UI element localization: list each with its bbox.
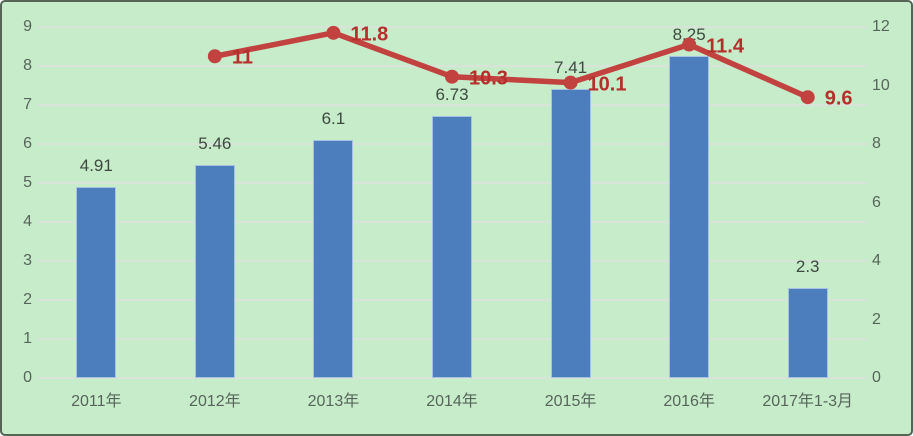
y-axis-left-tick-label: 4	[23, 213, 32, 230]
y-axis-left-tick-label: 5	[23, 174, 32, 191]
bar	[76, 186, 117, 378]
line-point-marker	[207, 49, 222, 64]
line-value-label: 11.4	[706, 35, 744, 58]
bar-value-label: 6.1	[321, 109, 346, 129]
bar-value-label: 7.41	[554, 58, 588, 77]
line-value-label: 11.8	[350, 23, 389, 46]
gridline	[37, 377, 867, 379]
line-value-label: 11	[231, 46, 253, 69]
y-axis-right-tick-label: 10	[872, 76, 890, 94]
gridline	[37, 26, 867, 28]
bar	[550, 89, 591, 378]
y-axis-left-tick-label: 2	[23, 291, 32, 308]
line-point-marker	[800, 90, 815, 105]
y-axis-left-tick-label: 3	[23, 252, 32, 269]
line-value-label: 9.6	[824, 87, 853, 110]
bar	[787, 288, 828, 378]
x-axis-tick-label: 2014年	[426, 393, 478, 410]
bar-value-label: 6.73	[435, 84, 469, 104]
y-axis-right-tick-label: 0	[872, 369, 881, 386]
bar-value-label: 8.25	[672, 25, 706, 45]
bar	[194, 165, 235, 378]
y-axis-left-tick-label: 1	[23, 330, 32, 347]
bar-value-label: 2.3	[795, 257, 820, 277]
y-axis-left-tick-label: 9	[23, 18, 32, 35]
bar	[669, 56, 710, 378]
gridline	[37, 104, 867, 106]
x-axis-tick-label: 2016年	[663, 393, 715, 410]
gridline	[37, 65, 867, 67]
x-axis-tick-label: 2012年	[189, 393, 241, 410]
x-axis-tick-label: 2017年1-3月	[762, 393, 854, 410]
x-axis-tick-label: 2011年	[71, 393, 122, 410]
y-axis-left-tick-label: 0	[23, 369, 32, 386]
y-axis-right-tick-label: 4	[872, 252, 881, 269]
y-axis-left-tick-label: 7	[23, 96, 32, 113]
y-axis-right-tick-label: 2	[872, 310, 881, 328]
bar	[313, 140, 354, 378]
y-axis-right-tick-label: 6	[872, 193, 881, 211]
y-axis-right-tick-label: 12	[872, 18, 890, 35]
bar-value-label: 4.91	[79, 155, 113, 175]
bar	[432, 115, 472, 378]
y-axis-right-tick-label: 8	[872, 135, 881, 152]
line-point-marker	[445, 69, 459, 84]
x-axis-tick-label: 2013年	[307, 393, 360, 410]
bar-value-label: 5.46	[198, 134, 232, 154]
line-value-label: 10.1	[587, 73, 627, 96]
line-value-label: 10.3	[469, 67, 508, 90]
y-axis-left-tick-label: 8	[23, 57, 32, 74]
y-axis-left-tick-label: 6	[23, 135, 32, 152]
x-axis-tick-label: 2015年	[544, 393, 597, 410]
